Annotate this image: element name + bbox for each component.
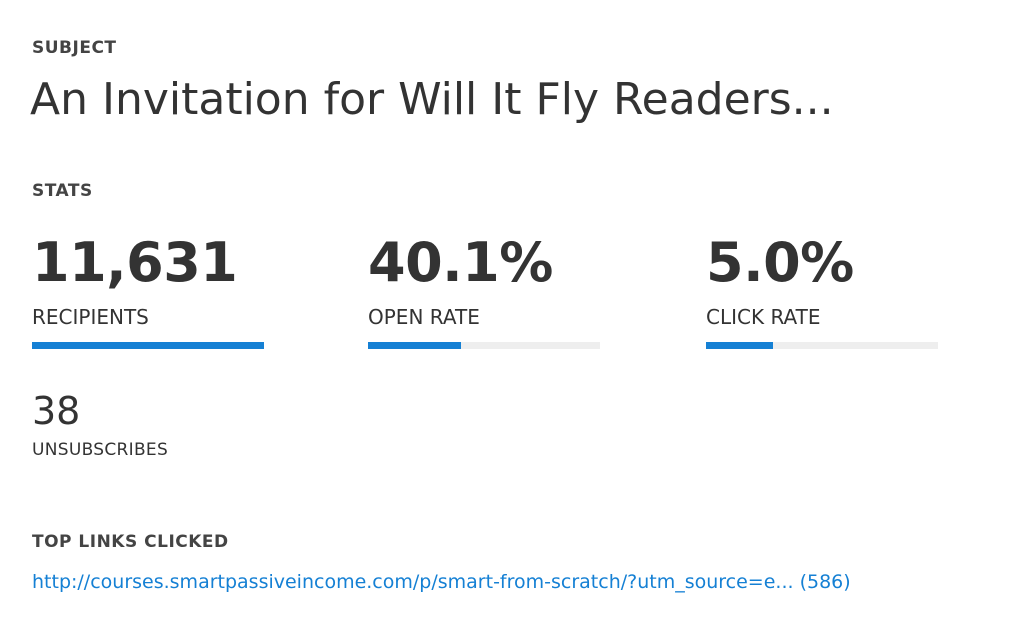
- recipients-label: RECIPIENTS: [32, 305, 149, 329]
- unsubscribes-stat: 38 UNSUBSCRIBES: [32, 388, 168, 460]
- open-rate-label: OPEN RATE: [368, 305, 480, 329]
- click-rate-label: CLICK RATE: [706, 305, 821, 329]
- open-rate-stat: 40.1% OPEN RATE: [368, 230, 600, 349]
- subject-label: SUBJECT: [32, 38, 117, 58]
- stats-label: STATS: [32, 181, 93, 201]
- open-rate-value: 40.1%: [368, 231, 553, 294]
- recipients-stat: 11,631 RECIPIENTS: [32, 230, 264, 349]
- recipients-bar-fill: [32, 342, 264, 349]
- top-link-url[interactable]: http://courses.smartpassiveincome.com/p/…: [32, 571, 794, 593]
- subject-title: An Invitation for Will It Fly Readers...: [30, 74, 834, 125]
- click-rate-value: 5.0%: [706, 231, 854, 294]
- click-rate-bar: [706, 342, 938, 349]
- open-rate-bar: [368, 342, 600, 349]
- top-link-count: (586): [799, 571, 851, 593]
- recipients-bar: [32, 342, 264, 349]
- click-rate-bar-fill: [706, 342, 774, 349]
- recipients-value: 11,631: [32, 231, 238, 294]
- top-links-label: TOP LINKS CLICKED: [32, 532, 229, 552]
- top-link-row[interactable]: http://courses.smartpassiveincome.com/p/…: [32, 571, 851, 593]
- unsubscribes-label: UNSUBSCRIBES: [32, 440, 169, 460]
- click-rate-stat: 5.0% CLICK RATE: [706, 230, 938, 349]
- unsubscribes-value: 38: [32, 389, 81, 433]
- open-rate-bar-fill: [368, 342, 462, 349]
